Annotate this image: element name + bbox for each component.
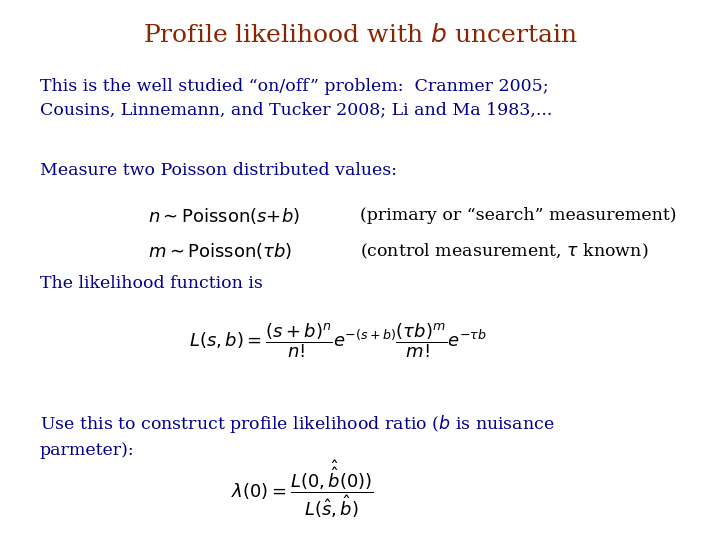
Text: The likelihood function is: The likelihood function is	[40, 275, 263, 292]
Text: Profile likelihood with $b$ uncertain: Profile likelihood with $b$ uncertain	[143, 24, 577, 48]
Text: (control measurement, $\tau$ known): (control measurement, $\tau$ known)	[360, 241, 649, 261]
Text: Measure two Poisson distributed values:: Measure two Poisson distributed values:	[40, 162, 397, 179]
Text: $n \sim \mathrm{Poisson}(s{+}b)$: $n \sim \mathrm{Poisson}(s{+}b)$	[148, 206, 300, 226]
Text: This is the well studied “on/off” problem:  Cranmer 2005;
Cousins, Linnemann, an: This is the well studied “on/off” proble…	[40, 78, 552, 119]
Text: (primary or “search” measurement): (primary or “search” measurement)	[360, 207, 677, 225]
Text: Use this to construct profile likelihood ratio ($b$ is nuisance
parmeter):: Use this to construct profile likelihood…	[40, 413, 554, 458]
Text: $L(s,b) = \dfrac{(s+b)^{n}}{n!}e^{-(s+b)}\dfrac{(\tau b)^{m}}{m!}e^{-\tau b}$: $L(s,b) = \dfrac{(s+b)^{n}}{n!}e^{-(s+b)…	[189, 321, 487, 360]
Text: $m \sim \mathrm{Poisson}(\tau b)$: $m \sim \mathrm{Poisson}(\tau b)$	[148, 241, 292, 261]
Text: $\lambda(0) = \dfrac{L(0,\hat{\hat{b}}(0))}{L(\hat{s},\hat{b})}$: $\lambda(0) = \dfrac{L(0,\hat{\hat{b}}(0…	[231, 458, 374, 519]
